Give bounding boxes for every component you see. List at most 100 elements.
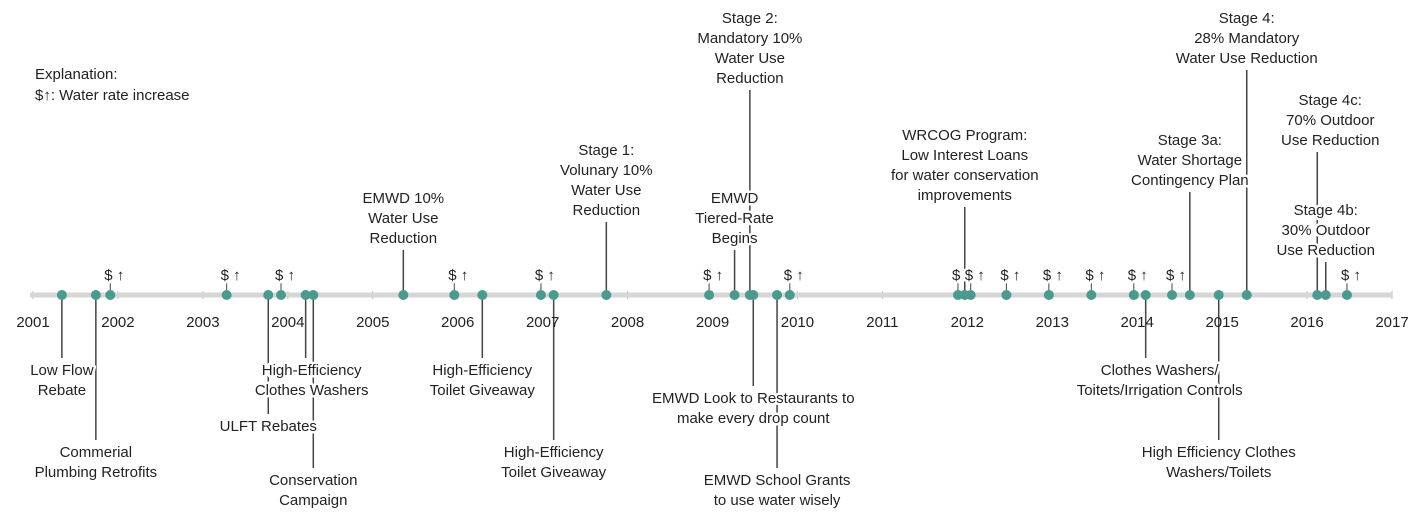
event-label-line: Stage 1: [578,142,634,159]
rate-dot [965,290,976,300]
rate-label: $ ↑ [1000,267,1020,284]
rate-label: $ ↑ [1085,267,1105,284]
event-label: Conservation Campaign [269,472,357,509]
event-label: High-Efficiency Toilet Giveaway [430,362,536,399]
event-label-line: EMWD [711,190,759,207]
event-label-line: Rebate [38,382,86,399]
event-dot [90,290,101,300]
event-label-line: Water Use Reduction [1176,50,1318,67]
event-label-line: Conservation [269,472,357,489]
event-label-line: High Efficiency Clothes [1142,444,1296,461]
event-dot [477,290,488,300]
rate-dot [784,290,795,300]
rate-dot [1128,290,1139,300]
event-label-line: EMWD School Grants [704,472,851,489]
event-label: Commerial Plumbing Retrofits [35,444,158,481]
event-label-line: Toitets/Irrigation Controls [1077,382,1243,399]
event-label-line: Stage 2: [722,10,778,27]
rate-label: $ ↑ [448,267,468,284]
event-label-line: Tiered-Rate [695,210,774,227]
event-label: WRCOG Program: Low Interest Loans for wate… [891,127,1039,204]
rate-dot [105,290,116,300]
year-label: 2005 [356,314,389,331]
event-label-line: Washers/Toilets [1166,464,1271,481]
event-label-line: Volunary 10% [560,162,653,179]
event-label-line: Plumbing Retrofits [35,464,158,481]
event-label-line: improvements [918,187,1012,204]
event-dot [748,290,759,300]
rate-label: $ ↑ [1166,267,1186,284]
rate-dot [1001,290,1012,300]
year-label: 2002 [101,314,134,331]
event-dot [1184,290,1195,300]
event-label-line: High-Efficiency [432,362,532,379]
event-label: EMWD Tiered-Rate Begins [695,190,774,247]
rate-dot [1086,290,1097,300]
event-label-line: Clothes Washers [255,382,369,399]
event-label-line: EMWD 10% [362,190,444,207]
event-label-line: Use Reduction [1277,242,1375,259]
event-label-line: High-Efficiency [262,362,362,379]
explanation-title: Explanation: [35,66,118,83]
event-label-line: Low Interest Loans [901,147,1028,164]
event-label-line: Water Shortage [1138,152,1243,169]
year-label: 2010 [781,314,814,331]
event-label-line: Water Use [368,210,438,227]
event-dot [263,290,274,300]
event-label: High Efficiency Clothes Washers/Toilets [1142,444,1296,481]
event-label-line: to use water wisely [714,492,841,509]
year-label: 2011 [866,314,898,331]
event-label: Clothes Washers/Toitets/Irrigation Contr… [1077,362,1243,399]
event-label: High-Efficiency Toilet Giveaway [501,444,607,481]
rate-label: $ ↑ [703,267,723,284]
event-label: Stage 4c: 70% Outdoor Use Reduction [1281,92,1379,149]
event-label-line: Toilet Giveaway [430,382,536,399]
event-label-line: for water conservation [891,167,1039,184]
event-label-line: High-Efficiency [504,444,604,461]
event-dot [1320,290,1331,300]
event-dot [1140,290,1151,300]
rate-dot [1043,290,1054,300]
rate-dot [1341,290,1352,300]
event-label-line: Contingency Plan [1131,172,1249,189]
rate-dot [221,290,232,300]
event-label-line: Water Use [571,182,641,199]
event-dot [601,290,612,300]
event-label-line: Campaign [279,492,347,509]
rate-label: $ ↑ [104,267,124,284]
year-label: 2017 [1375,314,1408,331]
rate-label: $ ↑ [275,267,295,284]
event-label-line: Reduction [716,70,784,87]
year-label: 2001 [16,314,49,331]
event-label: Stage 3a: Water Shortage Contingency Plan [1131,132,1249,189]
rate-dot [952,290,963,300]
year-label: 2013 [1036,314,1069,331]
event-label-line: Begins [712,230,758,247]
event-label-line: WRCOG Program: [902,127,1027,144]
year-label: 2015 [1205,314,1238,331]
event-label-line: Reduction [573,202,641,219]
rate-label: $ ↑ [221,267,241,284]
event-label: EMWD 10% Water Use Reduction [362,190,444,247]
event-label-line: 70% Outdoor [1286,112,1374,129]
event-label: High-Efficiency Clothes Washers [255,362,369,399]
rate-label: $ ↑ [1043,267,1063,284]
event-label-line: make every drop count [677,410,830,427]
event-dot [56,290,67,300]
year-label: 2014 [1121,314,1154,331]
event-label: ULFT Rebates [220,418,317,435]
event-label-line: Low Flow [30,362,94,379]
year-label: 2012 [951,314,984,331]
event-dot [398,290,409,300]
rate-label: $ ↑ [1128,267,1148,284]
event-label-line: Stage 4: [1219,10,1275,27]
rate-dot [535,290,546,300]
year-label: 2009 [696,314,729,331]
event-label: Low Flow Rebate [30,362,94,399]
event-label-line: Clothes Washers/ [1101,362,1220,379]
year-label: 2016 [1290,314,1323,331]
year-label: 2003 [186,314,219,331]
event-label: Stage 4b: 30% Outdoor Use Reduction [1277,202,1375,259]
event-label: Stage 4: 28% Mandatory Water Use Reduction [1176,10,1318,67]
event-dot [1241,290,1252,300]
